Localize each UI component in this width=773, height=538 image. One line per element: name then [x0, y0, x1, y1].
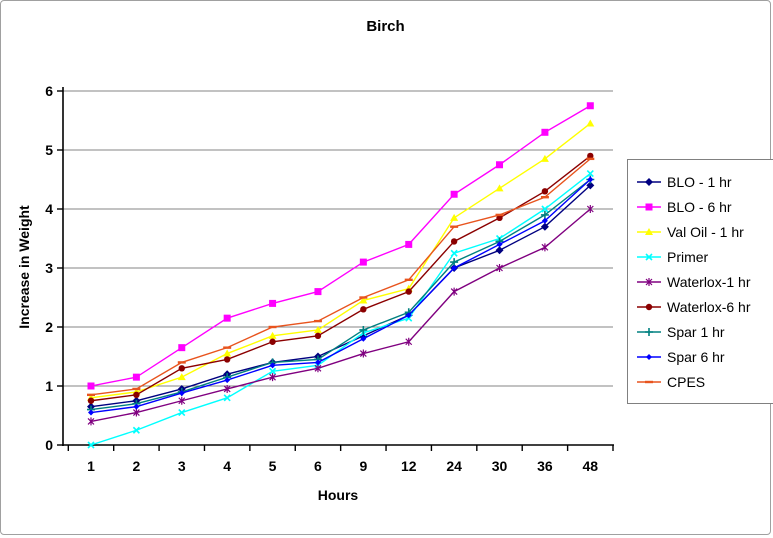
- legend-marker-x-icon: [637, 252, 661, 261]
- legend-marker-smalldiamond-icon: [637, 353, 661, 360]
- legend-entry: Spar 6 hr: [636, 344, 772, 369]
- legend-label: Waterlox-6 hr: [667, 298, 751, 315]
- series-cpes: [86, 157, 595, 397]
- y-tick-label: 0: [45, 437, 53, 453]
- x-tick-label: 6: [314, 458, 322, 474]
- legend-entry: Val Oil - 1 hr: [636, 219, 772, 244]
- legend-marker-plus-icon: [637, 327, 661, 336]
- legend-label: Primer: [667, 248, 709, 265]
- x-tick-label: 3: [178, 458, 186, 474]
- y-tick-label: 4: [45, 201, 53, 217]
- legend-label: Spar 6 hr: [667, 348, 725, 365]
- legend-marker-square-icon: [637, 203, 661, 210]
- series-blo-1-hr: [86, 181, 595, 411]
- y-axis-ticks: 0 1 2 3 4 5 6: [45, 83, 63, 453]
- series-waterlox-6-hr: [87, 152, 594, 404]
- x-tick-label: 5: [269, 458, 277, 474]
- x-tick-label: 9: [359, 458, 367, 474]
- x-tick-label: 30: [492, 458, 508, 474]
- legend-entry: BLO - 1 hr: [636, 169, 772, 194]
- legend-label: Spar 1 hr: [667, 323, 725, 340]
- legend-label: BLO - 1 hr: [667, 173, 732, 190]
- axes: [62, 87, 614, 446]
- x-tick-label: 1: [87, 458, 95, 474]
- legend: BLO - 1 hr BLO - 6 hr Val Oil - 1 hr Primer…: [627, 159, 773, 404]
- legend-entry: Waterlox-6 hr: [636, 294, 772, 319]
- legend-marker-diamond-icon: [637, 177, 661, 186]
- x-tick-label: 12: [401, 458, 417, 474]
- y-tick-label: 3: [45, 260, 53, 276]
- series-spar-1-hr: [86, 175, 595, 414]
- legend-marker-triangle-icon: [637, 227, 661, 235]
- y-tick-label: 6: [45, 83, 53, 99]
- legend-label: Val Oil - 1 hr: [667, 223, 744, 240]
- chart-title: Birch: [366, 18, 405, 35]
- series-spar-6-hr: [87, 176, 594, 416]
- y-tick-label: 2: [45, 319, 53, 335]
- y-tick-label: 5: [45, 142, 53, 158]
- series-blo-6-hr: [87, 102, 594, 390]
- legend-entry: Spar 1 hr: [636, 319, 772, 344]
- gridlines: [63, 90, 613, 387]
- legend-entry: Waterlox-1 hr: [636, 269, 772, 294]
- x-tick-label: 4: [223, 458, 231, 474]
- x-axis-ticks: 1 2 3 4 5 6 9 12 24 30 36 48: [67, 445, 614, 474]
- legend-label: Waterlox-1 hr: [667, 273, 751, 290]
- x-tick-label: 24: [446, 458, 462, 474]
- legend-entry: BLO - 6 hr: [636, 194, 772, 219]
- x-tick-label: 2: [132, 458, 140, 474]
- legend-label: CPES: [667, 373, 706, 390]
- legend-marker-asterisk-icon: [637, 277, 661, 286]
- legend-marker-circle-icon: [637, 303, 661, 310]
- y-tick-label: 1: [45, 378, 53, 394]
- series-waterlox-1-hr: [87, 205, 594, 426]
- legend-entry: CPES: [636, 369, 772, 394]
- x-tick-label: 36: [537, 458, 553, 474]
- x-tick-label: 48: [583, 458, 599, 474]
- legend-entry: Primer: [636, 244, 772, 269]
- x-axis-title: Hours: [317, 487, 359, 503]
- legend-label: BLO - 6 hr: [667, 198, 732, 215]
- legend-marker-dash-icon: [637, 380, 661, 383]
